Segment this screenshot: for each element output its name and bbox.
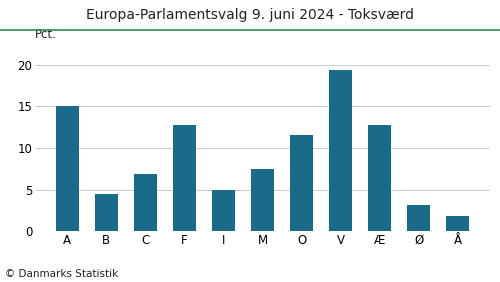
Bar bbox=[329, 70, 352, 231]
Text: © Danmarks Statistik: © Danmarks Statistik bbox=[5, 269, 118, 279]
Bar bbox=[212, 190, 235, 231]
Bar bbox=[56, 106, 79, 231]
Bar bbox=[368, 125, 392, 231]
Bar bbox=[290, 135, 313, 231]
Bar bbox=[407, 204, 430, 231]
Bar bbox=[172, 125, 196, 231]
Text: Europa-Parlamentsvalg 9. juni 2024 - Toksværd: Europa-Parlamentsvalg 9. juni 2024 - Tok… bbox=[86, 8, 414, 23]
Bar bbox=[134, 174, 157, 231]
Bar bbox=[251, 169, 274, 231]
Text: Pct.: Pct. bbox=[35, 28, 57, 41]
Bar bbox=[446, 216, 469, 231]
Bar bbox=[94, 194, 118, 231]
